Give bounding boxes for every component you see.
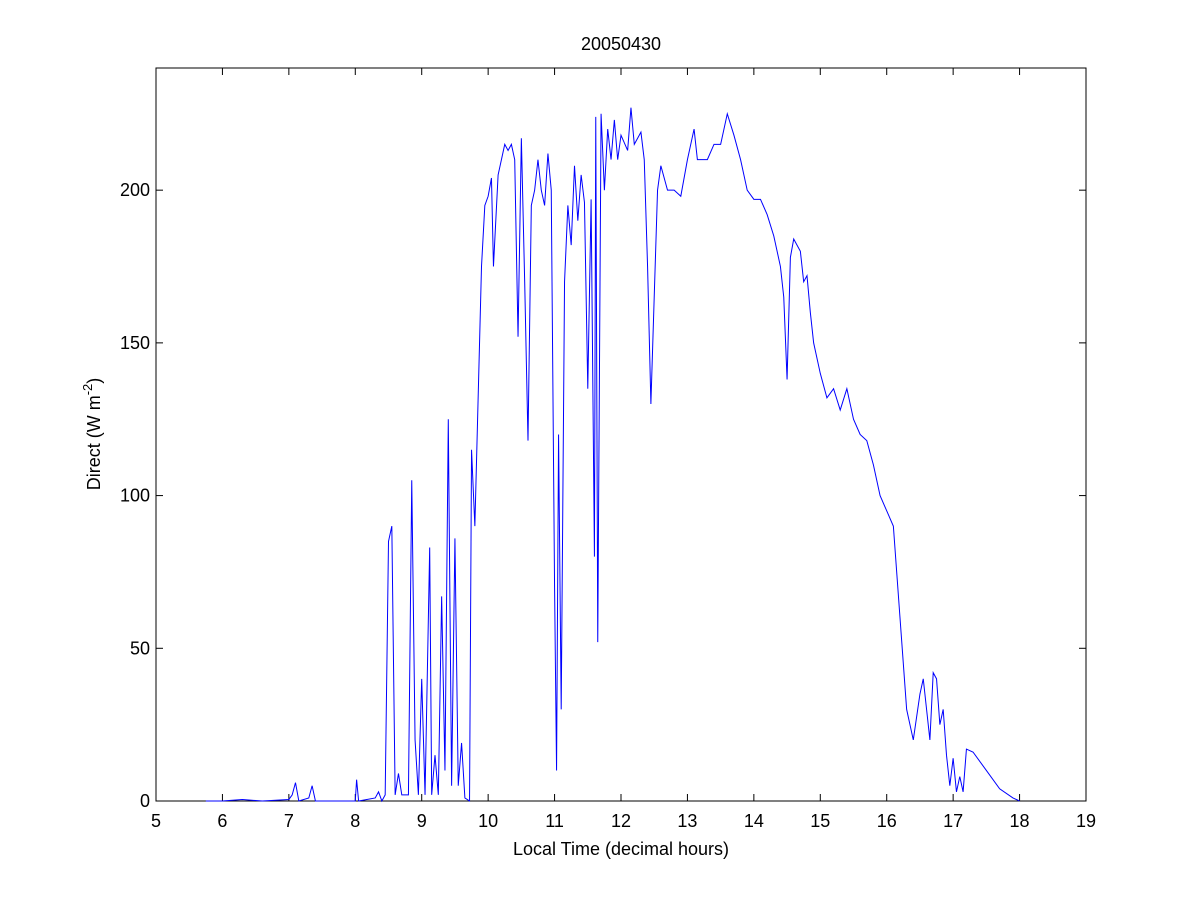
x-tick-label: 11 [545, 811, 564, 831]
y-tick-label: 150 [120, 333, 150, 353]
x-tick-label: 14 [744, 811, 764, 831]
x-tick-label: 12 [611, 811, 631, 831]
x-tick-label: 15 [810, 811, 830, 831]
plot-area [155, 67, 1087, 802]
x-tick-label: 18 [1010, 811, 1030, 831]
y-tick-label: 100 [120, 486, 150, 506]
y-axis-label-text: Direct (W m [84, 395, 104, 490]
x-tick-label: 7 [284, 811, 294, 831]
y-tick-label: 200 [120, 180, 150, 200]
y-axis-label-end: ) [84, 378, 104, 384]
y-axis-label: Direct (W m-2) [80, 378, 104, 491]
x-tick-label: 19 [1076, 811, 1096, 831]
x-tick-label: 9 [417, 811, 427, 831]
x-tick-label: 8 [350, 811, 360, 831]
x-tick-label: 13 [677, 811, 697, 831]
y-tick-label: 50 [130, 638, 150, 658]
x-axis-label: Local Time (decimal hours) [513, 839, 729, 859]
x-tick-label: 6 [217, 811, 227, 831]
y-tick-label: 0 [140, 791, 150, 811]
x-tick-label: 5 [151, 811, 161, 831]
x-tick-label: 10 [478, 811, 498, 831]
x-tick-label: 16 [877, 811, 897, 831]
y-axis-label-exponent: -2 [80, 384, 95, 396]
data-line [205, 107, 1020, 803]
chart-title: 20050430 [581, 34, 661, 54]
x-tick-label: 17 [943, 811, 963, 831]
